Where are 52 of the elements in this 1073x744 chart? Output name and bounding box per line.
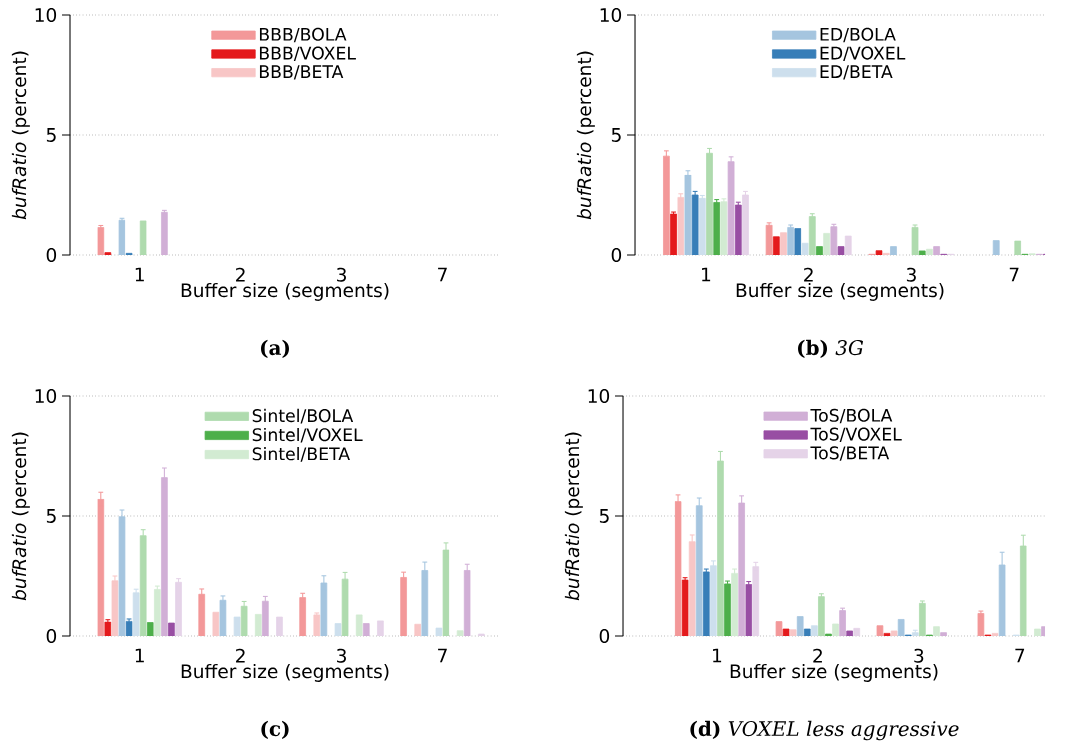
legend-label: ED/BOLA xyxy=(820,27,896,43)
text: (c) xyxy=(261,720,289,739)
x-tick-label: 1 xyxy=(713,648,722,663)
x-tick-label: 7 xyxy=(438,267,447,282)
x-tick-label: 1 xyxy=(135,648,144,663)
x-axis-title: Buffer size (segments) xyxy=(181,282,389,301)
y-tick-label: 10 xyxy=(35,388,57,404)
x-tick-label: 3 xyxy=(337,648,346,663)
legend-label: Sintel/VOXEL xyxy=(252,427,363,443)
y-axis-title: bufRatio (percent) xyxy=(11,51,30,220)
x-tick-label: 3 xyxy=(914,648,924,663)
y-axis-title: bufRatio (percent) xyxy=(11,432,30,601)
y-tick-label: 0 xyxy=(46,247,57,263)
x-tick-label: 7 xyxy=(438,648,447,663)
legend-label: ED/VOXEL xyxy=(820,46,906,61)
x-tick-label: 2 xyxy=(236,267,245,282)
legend-label: BBB/BOLA xyxy=(259,27,347,43)
y-axis-title: bufRatio (percent) xyxy=(576,51,595,220)
legend-label: Sintel/BOLA xyxy=(252,408,354,424)
x-tick-label: 7 xyxy=(1015,648,1025,663)
text: (d) VOXEL less aggressive xyxy=(690,720,959,741)
text: (b) 3G xyxy=(798,339,864,358)
x-tick-label: 3 xyxy=(906,267,916,282)
y-tick-label: 10 xyxy=(588,388,610,404)
x-tick-label: 1 xyxy=(702,267,711,282)
y-tick-label: 10 xyxy=(600,7,622,23)
x-axis-title: Buffer size (segments) xyxy=(736,282,944,301)
x-tick-label: 1 xyxy=(135,267,144,282)
x-axis-title: Buffer size (segments) xyxy=(730,663,938,682)
legend-label: ToS/VOXEL xyxy=(810,427,902,442)
y-tick-label: 5 xyxy=(46,509,56,523)
x-tick-label: 2 xyxy=(236,648,245,663)
legend-label: BBB/BETA xyxy=(259,65,344,80)
y-tick-label: 0 xyxy=(611,247,622,263)
x-tick-label: 3 xyxy=(337,267,346,282)
legend-label: BBB/VOXEL xyxy=(259,46,356,61)
legend-label: ED/BETA xyxy=(820,65,893,80)
legend-label: ToS/BETA xyxy=(810,446,890,461)
y-tick-label: 0 xyxy=(46,628,57,644)
y-tick-label: 5 xyxy=(611,128,621,142)
x-tick-label: 2 xyxy=(813,648,822,663)
x-tick-label: 7 xyxy=(1009,267,1019,282)
legend-label: Sintel/BETA xyxy=(252,446,350,462)
y-tick-label: 10 xyxy=(35,7,57,23)
legend-label: ToS/BOLA xyxy=(810,408,893,424)
text: (a) xyxy=(261,339,289,358)
x-axis-title: Buffer size (segments) xyxy=(181,663,389,682)
y-tick-label: 5 xyxy=(599,509,609,523)
y-tick-label: 0 xyxy=(599,628,610,644)
y-tick-label: 5 xyxy=(46,128,56,142)
y-axis-title: bufRatio (percent) xyxy=(564,432,583,601)
x-tick-label: 2 xyxy=(804,267,813,282)
